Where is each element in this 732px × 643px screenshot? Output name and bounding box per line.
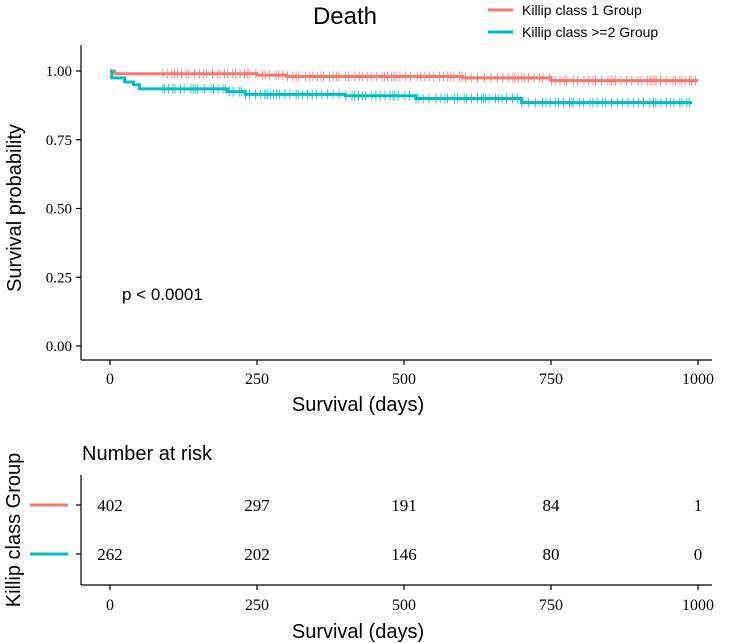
legend-label-group1: Killip class 1 Group [522,2,642,18]
x-tick-label: 250 [245,597,269,614]
risk-value: 146 [391,545,417,564]
risk-value: 297 [244,496,270,515]
main-plot-area: 0.00 0.25 0.50 0.75 1.00 0 250 500 750 1000 [46,45,714,388]
km-curve-1 [110,69,698,83]
y-tick-label: 0.50 [46,202,72,218]
risk-table-x-title: Survival (days) [292,621,424,643]
y-tick-label: 0.25 [46,270,72,286]
risk-value: 1 [694,496,703,515]
x-tick-label: 1000 [682,371,714,388]
risk-value: 84 [543,496,561,515]
y-axis-title: Survival probability [4,124,26,292]
risk-value: 191 [391,496,417,515]
x-tick-label: 0 [106,597,114,614]
x-tick-label: 500 [392,597,416,614]
risk-value: 80 [543,545,560,564]
x-tick-label: 1000 [682,597,714,614]
y-tick-label: 1.00 [46,64,72,80]
p-value-annotation: p < 0.0001 [122,285,203,304]
risk-value: 402 [97,496,123,515]
risk-table-title: Number at risk [82,443,213,465]
legend: Killip class 1 Group Killip class >=2 Gr… [488,2,658,40]
risk-value: 262 [97,545,123,564]
risk-value: 0 [694,545,703,564]
x-tick-label: 750 [539,597,563,614]
x-axis-title: Survival (days) [292,394,424,416]
chart-title: Death [313,3,377,30]
x-tick-label: 500 [392,371,416,388]
x-tick-label: 0 [106,371,114,388]
legend-label-group2: Killip class >=2 Group [522,24,658,40]
risk-value: 202 [244,545,270,564]
y-tick-label: 0.00 [46,339,72,355]
x-tick-label: 750 [539,371,563,388]
x-tick-label: 250 [245,371,269,388]
y-tick-label: 0.75 [46,133,72,149]
risk-table-y-title: Killip class Group [3,453,25,608]
